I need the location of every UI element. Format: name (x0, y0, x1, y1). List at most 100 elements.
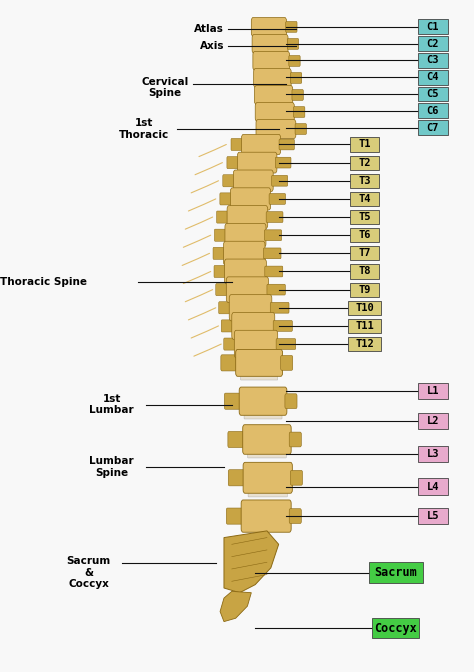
FancyBboxPatch shape (228, 470, 246, 486)
Text: L5: L5 (427, 511, 439, 521)
FancyBboxPatch shape (419, 70, 447, 85)
FancyBboxPatch shape (227, 157, 240, 169)
FancyBboxPatch shape (419, 19, 447, 34)
FancyBboxPatch shape (266, 212, 283, 222)
FancyBboxPatch shape (225, 259, 266, 284)
FancyBboxPatch shape (275, 157, 291, 168)
FancyBboxPatch shape (295, 124, 306, 134)
FancyBboxPatch shape (236, 336, 270, 341)
FancyBboxPatch shape (246, 151, 276, 157)
FancyBboxPatch shape (228, 261, 261, 267)
FancyBboxPatch shape (214, 229, 228, 241)
Text: L1: L1 (427, 386, 439, 396)
FancyBboxPatch shape (281, 355, 293, 370)
FancyBboxPatch shape (231, 298, 264, 305)
FancyBboxPatch shape (289, 509, 301, 523)
FancyBboxPatch shape (230, 187, 271, 210)
FancyBboxPatch shape (269, 194, 285, 204)
FancyBboxPatch shape (289, 432, 301, 447)
FancyBboxPatch shape (216, 284, 229, 296)
FancyBboxPatch shape (241, 500, 291, 532)
FancyBboxPatch shape (419, 413, 447, 429)
FancyBboxPatch shape (235, 206, 266, 212)
Text: T12: T12 (355, 339, 374, 349)
FancyBboxPatch shape (226, 277, 268, 302)
Text: C7: C7 (427, 123, 439, 132)
FancyBboxPatch shape (234, 331, 278, 358)
FancyBboxPatch shape (255, 103, 294, 122)
FancyBboxPatch shape (255, 85, 293, 104)
FancyBboxPatch shape (247, 450, 286, 458)
Text: Sacrum
&
Coccyx: Sacrum & Coccyx (66, 556, 110, 589)
FancyBboxPatch shape (350, 210, 379, 224)
FancyBboxPatch shape (242, 169, 273, 175)
FancyBboxPatch shape (419, 36, 447, 51)
Text: Cervical
Spine: Cervical Spine (142, 77, 189, 98)
FancyBboxPatch shape (289, 56, 300, 67)
FancyBboxPatch shape (272, 175, 288, 186)
FancyBboxPatch shape (348, 337, 381, 351)
FancyBboxPatch shape (368, 562, 423, 583)
FancyBboxPatch shape (419, 508, 447, 524)
FancyBboxPatch shape (237, 187, 269, 194)
FancyBboxPatch shape (224, 393, 242, 409)
FancyBboxPatch shape (291, 470, 302, 485)
FancyBboxPatch shape (224, 241, 265, 265)
FancyBboxPatch shape (350, 192, 379, 206)
FancyBboxPatch shape (279, 139, 294, 150)
FancyBboxPatch shape (350, 138, 379, 151)
Polygon shape (224, 531, 279, 593)
FancyBboxPatch shape (214, 265, 228, 278)
FancyBboxPatch shape (221, 355, 239, 371)
FancyBboxPatch shape (258, 84, 287, 90)
Text: T1: T1 (358, 140, 371, 149)
FancyBboxPatch shape (350, 174, 379, 187)
FancyBboxPatch shape (221, 320, 235, 332)
Text: T10: T10 (355, 303, 374, 312)
FancyBboxPatch shape (293, 107, 305, 118)
FancyBboxPatch shape (259, 118, 290, 124)
FancyBboxPatch shape (242, 134, 281, 155)
FancyBboxPatch shape (350, 264, 379, 278)
FancyBboxPatch shape (419, 103, 447, 118)
FancyBboxPatch shape (350, 228, 379, 243)
FancyBboxPatch shape (224, 338, 237, 350)
FancyBboxPatch shape (348, 300, 381, 314)
FancyBboxPatch shape (292, 89, 303, 100)
FancyBboxPatch shape (256, 120, 296, 138)
FancyBboxPatch shape (287, 38, 299, 49)
FancyBboxPatch shape (231, 224, 264, 230)
FancyBboxPatch shape (264, 248, 281, 259)
FancyBboxPatch shape (220, 193, 233, 205)
Text: C6: C6 (427, 106, 439, 116)
FancyBboxPatch shape (244, 411, 282, 419)
Text: Sacrum: Sacrum (374, 566, 417, 579)
FancyBboxPatch shape (419, 53, 447, 68)
Text: T2: T2 (358, 158, 371, 167)
FancyBboxPatch shape (270, 302, 289, 313)
Text: Axis: Axis (200, 41, 224, 50)
FancyBboxPatch shape (229, 280, 262, 286)
FancyBboxPatch shape (255, 32, 283, 38)
FancyBboxPatch shape (248, 489, 287, 497)
FancyBboxPatch shape (267, 284, 285, 295)
FancyBboxPatch shape (237, 153, 277, 173)
FancyBboxPatch shape (253, 52, 290, 71)
FancyBboxPatch shape (419, 478, 447, 495)
FancyBboxPatch shape (252, 34, 288, 53)
FancyBboxPatch shape (256, 50, 284, 56)
FancyBboxPatch shape (223, 175, 236, 187)
Text: 1st
Thoracic: 1st Thoracic (119, 118, 169, 140)
Text: Thoracic Spine: Thoracic Spine (0, 278, 87, 287)
FancyBboxPatch shape (419, 87, 447, 101)
FancyBboxPatch shape (285, 394, 297, 409)
FancyBboxPatch shape (419, 446, 447, 462)
Text: C4: C4 (427, 73, 439, 82)
FancyBboxPatch shape (232, 312, 275, 339)
FancyBboxPatch shape (291, 73, 302, 83)
Text: T5: T5 (358, 212, 371, 222)
FancyBboxPatch shape (259, 101, 289, 107)
FancyBboxPatch shape (217, 211, 230, 223)
FancyBboxPatch shape (219, 302, 232, 314)
FancyBboxPatch shape (373, 618, 419, 638)
